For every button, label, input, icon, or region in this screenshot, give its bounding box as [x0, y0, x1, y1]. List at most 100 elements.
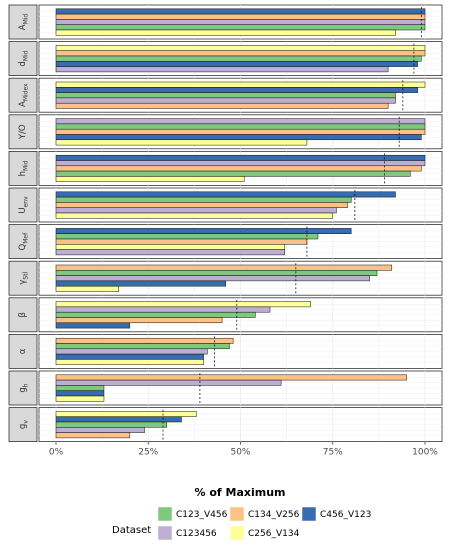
facet-strip [8, 77, 38, 113]
bar-C456_V123 [55, 322, 131, 329]
facet-strip [8, 407, 38, 443]
bar-C256_V134 [55, 139, 308, 146]
bar-C256_V134 [55, 29, 396, 36]
facet-4: Y/O [8, 114, 443, 150]
legend-key-C123_V456 [157, 506, 173, 522]
bar-C134_V256 [55, 13, 426, 20]
bar-C134_V256 [55, 202, 348, 208]
bar-C123_V456 [55, 270, 378, 276]
bar-C256_V134 [55, 45, 426, 51]
facet-label: AMid [18, 14, 29, 31]
bar-C256_V134 [55, 176, 245, 182]
bar-C123456 [55, 97, 396, 104]
bar-C123456 [55, 249, 286, 256]
bar-C456_V123 [55, 61, 418, 67]
facet-strip [8, 150, 38, 186]
bar-C123_V456 [55, 123, 426, 130]
bar-C123456 [55, 306, 271, 313]
bar-C123_V456 [55, 196, 352, 203]
bar-C123456 [55, 427, 145, 433]
x-axis: 0% 25% 50% 75% 100% [49, 441, 438, 458]
x-tick-label: 75% [323, 448, 343, 458]
facet-5: hMid [8, 150, 443, 186]
bar-C456_V123 [55, 390, 105, 397]
facet-label: gv [18, 420, 29, 429]
x-tick-label: 50% [230, 448, 250, 458]
bar-C123_V456 [55, 55, 422, 62]
bar-C456_V123 [55, 87, 418, 93]
bar-C123456 [55, 66, 389, 73]
facet-label: hMid [18, 160, 29, 176]
bar-C134_V256 [55, 238, 308, 245]
bar-C123456 [55, 275, 370, 282]
facet-3: AMidex [8, 77, 443, 113]
bar-C123456 [55, 118, 426, 125]
bar-C134_V256 [55, 102, 389, 109]
facet-12: gv [8, 407, 443, 443]
bar-C123_V456 [55, 92, 396, 99]
bar-C256_V134 [55, 81, 426, 88]
facet-label: α [18, 348, 28, 354]
bar-C256_V134 [55, 359, 204, 365]
legend-key-C123456 [157, 525, 173, 541]
bar-C456_V123 [55, 8, 426, 15]
bar-C134_V256 [55, 50, 426, 57]
x-tick-label: 0% [49, 448, 64, 458]
bar-C123456 [55, 379, 282, 386]
facet-8: γStl [8, 260, 443, 296]
legend-key-C256_V134 [229, 525, 245, 541]
bar-C456_V123 [55, 353, 204, 360]
bar-C256_V134 [55, 395, 105, 402]
bar-C123_V456 [55, 24, 426, 31]
legend: Dataset C123_V456 C123456 C134_V256 C256_V1… [112, 506, 371, 541]
bar-C134_V256 [55, 432, 131, 439]
facet-strip [8, 187, 38, 223]
legend-label: C456_V123 [320, 510, 371, 520]
bar-C123_V456 [55, 343, 230, 350]
facet-strip [8, 41, 38, 76]
bar-C256_V134 [55, 411, 197, 417]
bar-C456_V123 [55, 416, 182, 423]
facet-strip [8, 260, 38, 296]
legend-label: C256_V134 [248, 529, 300, 539]
facet-label: γStl [18, 271, 29, 284]
facet-label: dMid [18, 50, 29, 66]
facet-6: Uenv [8, 187, 443, 223]
facet-strip [8, 297, 38, 333]
facet-label: gh [18, 383, 29, 392]
bar-C256_V134 [55, 285, 119, 292]
facet-strip [8, 370, 38, 406]
facet-label: Uenv [18, 196, 29, 214]
bar-C123_V456 [55, 421, 167, 428]
legend-label: C123_V456 [176, 510, 228, 520]
x-axis-title: % of Maximum [194, 486, 285, 499]
facet-1: AMid [8, 4, 443, 40]
x-tick-label: 100% [412, 448, 438, 458]
bar-C123_V456 [55, 385, 105, 391]
facet-label: Y/O [18, 124, 28, 140]
bar-C123456 [55, 19, 426, 25]
bar-C456_V123 [55, 191, 396, 198]
facet-panels: AMid dMid AMidex Y/O hMid Uenv QMef γStl β α gh gv [8, 4, 443, 443]
legend-label: C134_V256 [248, 510, 300, 520]
bar-C456_V123 [55, 134, 422, 141]
bar-C456_V123 [55, 280, 226, 287]
facet-label: β [18, 312, 28, 317]
legend-label: C123456 [176, 529, 217, 539]
legend-title: Dataset [112, 525, 151, 536]
facet-label: AMidex [18, 83, 29, 107]
bar-C134_V256 [55, 337, 234, 344]
bar-C134_V256 [55, 128, 426, 135]
facet-strip [8, 333, 38, 369]
facet-strip [8, 224, 38, 260]
bar-C256_V134 [55, 244, 286, 250]
bar-C134_V256 [55, 165, 422, 172]
facet-7: QMef [8, 224, 443, 260]
bar-C134_V256 [55, 317, 223, 324]
facet-strip [8, 4, 38, 40]
bar-C456_V123 [55, 154, 426, 161]
facet-10: α [8, 333, 443, 369]
legend-key-C456_V123 [301, 506, 317, 522]
bar-C123456 [55, 207, 337, 214]
x-tick-label: 25% [138, 448, 158, 458]
